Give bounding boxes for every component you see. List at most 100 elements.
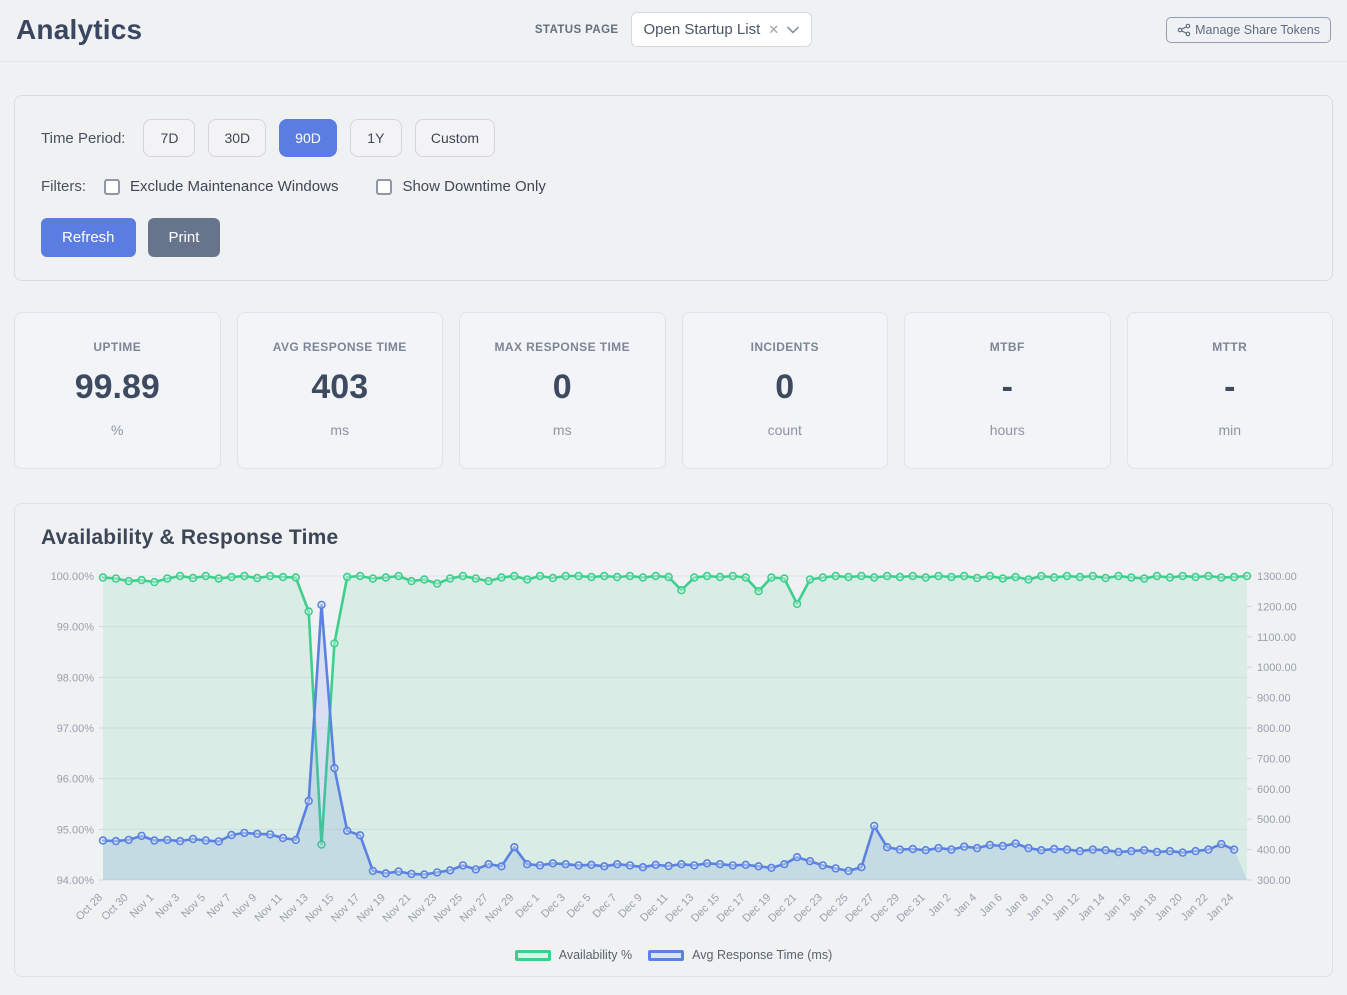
svg-text:400.00: 400.00 bbox=[1257, 845, 1291, 857]
svg-text:Dec 5: Dec 5 bbox=[565, 892, 594, 921]
filter-panel: Time Period: 7D 30D 90D 1Y Custom Filter… bbox=[14, 95, 1333, 281]
svg-text:600.00: 600.00 bbox=[1257, 784, 1291, 796]
legend-item-availability: Availability % bbox=[514, 948, 633, 962]
svg-text:94.00%: 94.00% bbox=[57, 875, 95, 887]
show-downtime-checkbox[interactable] bbox=[376, 178, 393, 195]
svg-text:Dec 7: Dec 7 bbox=[590, 892, 619, 921]
status-page-selected-value: Open Startup List bbox=[643, 21, 761, 38]
refresh-button[interactable]: Refresh bbox=[41, 218, 136, 257]
stat-card-incidents: INCIDENTS 0 count bbox=[681, 312, 888, 469]
stat-card-mtbf: MTBF - hours bbox=[904, 312, 1111, 469]
exclude-maintenance-label: Exclude Maintenance Windows bbox=[130, 178, 339, 195]
svg-text:500.00: 500.00 bbox=[1257, 814, 1291, 826]
header: Analytics STATUS PAGE Open Startup List … bbox=[0, 0, 1347, 62]
time-period-label: Time Period: bbox=[41, 129, 126, 147]
stat-value: 0 bbox=[552, 368, 572, 406]
svg-text:Nov 3: Nov 3 bbox=[153, 892, 182, 921]
svg-text:96.00%: 96.00% bbox=[57, 774, 95, 786]
clear-selection-icon[interactable]: ✕ bbox=[768, 21, 780, 37]
stat-label: MTTR bbox=[1212, 340, 1248, 354]
svg-text:100.00%: 100.00% bbox=[51, 571, 95, 583]
svg-text:Nov 7: Nov 7 bbox=[205, 892, 234, 921]
actions-row: Refresh Print bbox=[41, 218, 1306, 257]
stat-unit: count bbox=[767, 422, 802, 438]
stat-value: 403 bbox=[311, 368, 369, 406]
svg-text:1000.00: 1000.00 bbox=[1257, 662, 1297, 674]
svg-text:Jan 4: Jan 4 bbox=[952, 892, 980, 920]
stat-value: 99.89 bbox=[74, 368, 160, 406]
legend-item-response-time: Avg Response Time (ms) bbox=[648, 948, 832, 962]
stat-label: MTBF bbox=[989, 340, 1025, 354]
response-time-legend-label: Avg Response Time (ms) bbox=[692, 948, 833, 962]
svg-text:Jan 2: Jan 2 bbox=[926, 892, 954, 920]
svg-text:1200.00: 1200.00 bbox=[1257, 601, 1297, 613]
stat-label: UPTIME bbox=[93, 340, 142, 354]
svg-text:Nov 5: Nov 5 bbox=[179, 892, 208, 921]
svg-text:700.00: 700.00 bbox=[1257, 753, 1291, 765]
svg-text:Dec 1: Dec 1 bbox=[513, 892, 542, 921]
svg-text:Dec 3: Dec 3 bbox=[539, 892, 568, 921]
period-button-30d[interactable]: 30D bbox=[208, 119, 267, 157]
exclude-maintenance-checkbox-item[interactable]: Exclude Maintenance Windows bbox=[104, 178, 338, 195]
stat-unit: min bbox=[1218, 422, 1242, 438]
period-button-1y[interactable]: 1Y bbox=[349, 119, 402, 157]
stat-unit: % bbox=[111, 422, 124, 438]
svg-text:Jan 16: Jan 16 bbox=[1102, 892, 1134, 924]
svg-text:Jan 24: Jan 24 bbox=[1204, 892, 1236, 924]
svg-text:Jan 6: Jan 6 bbox=[977, 892, 1005, 920]
availability-legend-swatch bbox=[514, 949, 551, 961]
status-page-select[interactable]: Open Startup List ✕ bbox=[630, 12, 813, 47]
svg-text:1300.00: 1300.00 bbox=[1257, 571, 1297, 583]
stat-unit: hours bbox=[989, 422, 1025, 438]
svg-text:Jan 10: Jan 10 bbox=[1024, 892, 1056, 924]
svg-text:1100.00: 1100.00 bbox=[1257, 632, 1296, 644]
stat-card-uptime: UPTIME 99.89 % bbox=[14, 312, 221, 469]
svg-text:98.00%: 98.00% bbox=[57, 672, 95, 684]
svg-text:800.00: 800.00 bbox=[1257, 723, 1291, 735]
stats-grid: UPTIME 99.89 % AVG RESPONSE TIME 403 ms … bbox=[14, 312, 1333, 469]
time-period-button-group: 7D 30D 90D 1Y Custom bbox=[143, 119, 496, 157]
status-page-label: STATUS PAGE bbox=[534, 23, 619, 36]
stat-value: - bbox=[1224, 368, 1236, 406]
stat-card-avg-response: AVG RESPONSE TIME 403 ms bbox=[236, 312, 443, 469]
print-button[interactable]: Print bbox=[147, 218, 221, 257]
stat-label: AVG RESPONSE TIME bbox=[272, 340, 407, 354]
manage-share-tokens-button[interactable]: Manage Share Tokens bbox=[1166, 16, 1331, 43]
filters-row: Filters: Exclude Maintenance Windows Sho… bbox=[41, 178, 1306, 195]
svg-text:99.00%: 99.00% bbox=[57, 622, 95, 634]
availability-response-chart: 100.00% 99.00% 98.00% 97.00% 96.00% 95.00% 94.… bbox=[41, 564, 1306, 946]
svg-text:900.00: 900.00 bbox=[1257, 693, 1291, 705]
show-downtime-checkbox-item[interactable]: Show Downtime Only bbox=[376, 178, 546, 195]
availability-legend-label: Availability % bbox=[558, 948, 633, 962]
filters-label: Filters: bbox=[41, 178, 86, 195]
svg-text:Nov 29: Nov 29 bbox=[483, 892, 516, 925]
period-button-90d[interactable]: 90D bbox=[279, 119, 337, 157]
chart-legend: Availability % Avg Response Time (ms) bbox=[41, 948, 1306, 962]
response-time-legend-swatch bbox=[648, 949, 685, 961]
svg-text:Jan 20: Jan 20 bbox=[1153, 892, 1185, 924]
svg-text:95.00%: 95.00% bbox=[57, 824, 95, 836]
svg-text:Jan 14: Jan 14 bbox=[1076, 892, 1108, 924]
stat-label: INCIDENTS bbox=[750, 340, 819, 354]
chart-panel: Availability & Response Time 100.00% 99.0… bbox=[14, 503, 1333, 977]
stat-unit: ms bbox=[552, 422, 572, 438]
svg-text:97.00%: 97.00% bbox=[57, 723, 95, 735]
show-downtime-label: Show Downtime Only bbox=[402, 178, 546, 195]
stat-card-mttr: MTTR - min bbox=[1126, 312, 1333, 469]
exclude-maintenance-checkbox[interactable] bbox=[104, 178, 120, 195]
svg-text:Dec 31: Dec 31 bbox=[895, 892, 928, 925]
svg-text:Oct 28: Oct 28 bbox=[74, 892, 105, 923]
stat-card-max-response: MAX RESPONSE TIME 0 ms bbox=[459, 312, 666, 469]
period-button-7d[interactable]: 7D bbox=[143, 119, 196, 157]
svg-text:Jan 22: Jan 22 bbox=[1179, 892, 1211, 924]
time-period-row: Time Period: 7D 30D 90D 1Y Custom bbox=[41, 119, 1306, 157]
chart-title: Availability & Response Time bbox=[41, 526, 339, 549]
period-button-custom[interactable]: Custom bbox=[414, 119, 496, 157]
stat-value: - bbox=[1001, 368, 1013, 406]
chart-canvas: 100.00% 99.00% 98.00% 97.00% 96.00% 95.00% 94.… bbox=[51, 571, 1297, 925]
manage-share-tokens-label: Manage Share Tokens bbox=[1195, 22, 1320, 37]
stat-label: MAX RESPONSE TIME bbox=[494, 340, 630, 354]
svg-text:Jan 18: Jan 18 bbox=[1127, 892, 1159, 924]
svg-text:Jan 12: Jan 12 bbox=[1050, 892, 1082, 924]
chevron-down-icon bbox=[787, 26, 799, 34]
